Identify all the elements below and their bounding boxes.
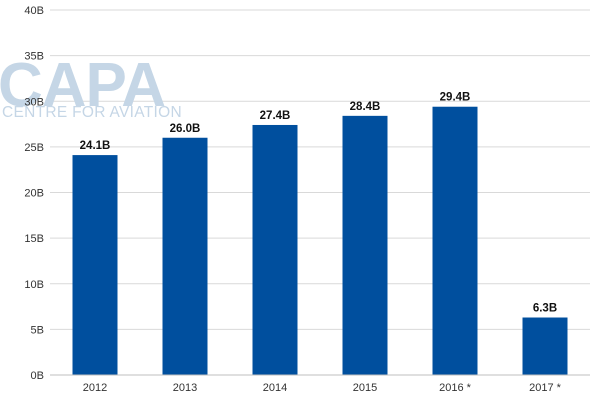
bar bbox=[162, 137, 208, 375]
x-tick-label: 2014 bbox=[263, 382, 287, 394]
x-tick-label: 2016 * bbox=[439, 382, 472, 394]
data-label: 29.4B bbox=[440, 92, 471, 104]
y-tick-label: 40B bbox=[24, 5, 44, 17]
y-tick-label: 35B bbox=[24, 51, 44, 63]
y-tick-label: 5B bbox=[31, 324, 44, 336]
watermark-logo: CAPA CENTRE FOR AVIATION bbox=[0, 51, 182, 121]
data-label: 28.4B bbox=[350, 101, 381, 113]
watermark-brand: CAPA bbox=[0, 51, 165, 120]
bar bbox=[432, 106, 478, 375]
bar bbox=[342, 115, 388, 375]
bar bbox=[72, 155, 118, 375]
gridlines bbox=[50, 9, 590, 330]
y-tick-label: 30B bbox=[24, 96, 44, 108]
x-axis: 2012 2013 2014 2015 2016 * 2017 * bbox=[50, 374, 590, 394]
y-tick-label: 20B bbox=[24, 188, 44, 200]
x-tick-label: 2017 * bbox=[529, 382, 562, 394]
y-tick-label: 15B bbox=[24, 233, 44, 245]
bars bbox=[72, 106, 568, 375]
x-tick-label: 2015 bbox=[353, 382, 377, 394]
data-labels: 24.1B 26.0B 27.4B 28.4B 29.4B 6.3B bbox=[80, 92, 557, 315]
x-tick-label: 2013 bbox=[173, 382, 197, 394]
y-tick-label: 10B bbox=[24, 279, 44, 291]
y-tick-label: 0B bbox=[31, 370, 44, 382]
data-label: 24.1B bbox=[80, 140, 111, 152]
x-tick-label: 2012 bbox=[83, 382, 107, 394]
data-label: 27.4B bbox=[260, 110, 291, 122]
bar bbox=[252, 124, 298, 375]
y-tick-label: 25B bbox=[24, 142, 44, 154]
bar bbox=[522, 317, 568, 375]
watermark-tagline: CENTRE FOR AVIATION bbox=[2, 104, 182, 121]
y-axis: 0B 5B 10B 15B 20B 25B 30B 35B 40B bbox=[24, 5, 44, 382]
data-label: 6.3B bbox=[533, 303, 557, 315]
data-label: 26.0B bbox=[170, 123, 201, 135]
